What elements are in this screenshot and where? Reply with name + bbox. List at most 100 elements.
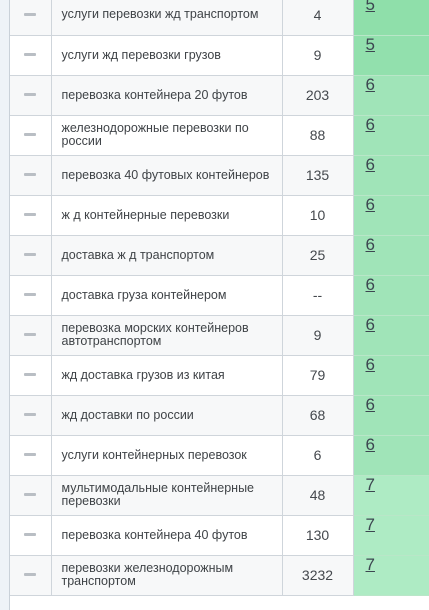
score-cell: 6 (353, 395, 429, 436)
keyword-phrase: услуги контейнерных перевозок (51, 435, 283, 476)
score-cell: 6 (353, 115, 429, 156)
minus-icon[interactable] (24, 253, 37, 257)
table-row: доставка груза контейнером -- 6 (10, 275, 429, 316)
keyword-phrase: перевозка контейнера 40 футов (51, 515, 283, 556)
row-toggle-cell[interactable] (10, 555, 52, 596)
table-row: доставка ж д транспортом 25 6 (10, 235, 429, 276)
score-cell: 6 (353, 155, 429, 196)
frequency-count: 68 (282, 395, 354, 436)
table-row: железнодорожные перевозки по россии 88 6 (10, 115, 429, 156)
minus-icon[interactable] (24, 173, 37, 177)
minus-icon[interactable] (24, 373, 37, 377)
table-row: услуги перевозки жд транспортом 4 5 (10, 0, 429, 36)
row-toggle-cell[interactable] (10, 515, 52, 556)
score-link[interactable]: 6 (365, 395, 375, 414)
minus-icon[interactable] (24, 13, 37, 17)
score-link[interactable]: 6 (365, 235, 375, 254)
table-row: жд доставка грузов из китая 79 6 (10, 355, 429, 396)
keyword-phrase: доставка груза контейнером (51, 275, 283, 316)
frequency-count: 10 (282, 195, 354, 236)
score-link[interactable]: 6 (365, 75, 375, 94)
score-cell: 6 (353, 435, 429, 476)
row-toggle-cell[interactable] (10, 355, 52, 396)
row-toggle-cell[interactable] (10, 155, 52, 196)
row-toggle-cell[interactable] (10, 235, 52, 276)
keyword-phrase: железнодорожные перевозки по россии (51, 115, 283, 156)
score-link[interactable]: 5 (365, 0, 375, 14)
score-cell: 7 (353, 555, 429, 596)
score-cell: 6 (353, 315, 429, 356)
table-row: ж д контейнерные перевозки 10 6 (10, 195, 429, 236)
score-link[interactable]: 7 (365, 515, 375, 534)
minus-icon[interactable] (24, 533, 37, 537)
frequency-count: 25 (282, 235, 354, 276)
score-link[interactable]: 6 (365, 435, 375, 454)
table-row: услуги контейнерных перевозок 6 6 (10, 435, 429, 476)
score-cell: 7 (353, 475, 429, 516)
row-toggle-cell[interactable] (10, 315, 52, 356)
minus-icon[interactable] (24, 493, 37, 497)
table-row: мультимодальные контейнерные перевозки 48… (10, 475, 429, 516)
score-cell: 5 (353, 0, 429, 36)
frequency-count: 88 (282, 115, 354, 156)
score-cell: 5 (353, 35, 429, 76)
keyword-phrase: ж д контейнерные перевозки (51, 195, 283, 236)
score-link[interactable]: 6 (365, 275, 375, 294)
score-link[interactable]: 6 (365, 355, 375, 374)
keyword-table-body: услуги перевозки жд транспортом 4 5 услуги … (10, 0, 429, 596)
row-toggle-cell[interactable] (10, 195, 52, 236)
row-toggle-cell[interactable] (10, 35, 52, 76)
frequency-count: 9 (282, 315, 354, 356)
table-row: услуги жд перевозки грузов 9 5 (10, 35, 429, 76)
minus-icon[interactable] (24, 53, 37, 57)
minus-icon[interactable] (24, 213, 37, 217)
frequency-count: 79 (282, 355, 354, 396)
frequency-count: 203 (282, 75, 354, 116)
keyword-phrase: жд доставки по россии (51, 395, 283, 436)
minus-icon[interactable] (24, 573, 37, 577)
score-link[interactable]: 6 (365, 155, 375, 174)
table-row: перевозка морских контейнеров автотрансп… (10, 315, 429, 356)
row-toggle-cell[interactable] (10, 475, 52, 516)
frequency-count: 135 (282, 155, 354, 196)
score-cell: 6 (353, 195, 429, 236)
row-toggle-cell[interactable] (10, 115, 52, 156)
minus-icon[interactable] (24, 453, 37, 457)
keyword-phrase: доставка ж д транспортом (51, 235, 283, 276)
keyword-phrase: услуги жд перевозки грузов (51, 35, 283, 76)
row-toggle-cell[interactable] (10, 75, 52, 116)
minus-icon[interactable] (24, 93, 37, 97)
score-link[interactable]: 6 (365, 115, 375, 134)
score-cell: 6 (353, 75, 429, 116)
score-cell: 6 (353, 355, 429, 396)
row-toggle-cell[interactable] (10, 435, 52, 476)
score-link[interactable]: 5 (365, 35, 375, 54)
score-cell: 6 (353, 235, 429, 276)
keyword-phrase: мультимодальные контейнерные перевозки (51, 475, 283, 516)
frequency-count: 4 (282, 0, 354, 36)
table-row: перевозка 40 футовых контейнеров 135 6 (10, 155, 429, 196)
score-link[interactable]: 7 (365, 555, 375, 574)
score-link[interactable]: 7 (365, 475, 375, 494)
row-toggle-cell[interactable] (10, 395, 52, 436)
minus-icon[interactable] (24, 413, 37, 417)
table-row: перевозка контейнера 40 футов 130 7 (10, 515, 429, 556)
row-toggle-cell[interactable] (10, 275, 52, 316)
left-panel-edge (0, 0, 10, 610)
table-row: перевозки железнодорожным транспортом 323… (10, 555, 429, 596)
minus-icon[interactable] (24, 333, 37, 337)
score-cell: 7 (353, 515, 429, 556)
minus-icon[interactable] (24, 293, 37, 297)
frequency-count: 9 (282, 35, 354, 76)
minus-icon[interactable] (24, 133, 37, 137)
score-cell: 6 (353, 275, 429, 316)
row-toggle-cell[interactable] (10, 0, 52, 36)
score-link[interactable]: 6 (365, 195, 375, 214)
keyword-phrase: услуги перевозки жд транспортом (51, 0, 283, 36)
frequency-count: 3232 (282, 555, 354, 596)
frequency-count: 6 (282, 435, 354, 476)
frequency-count: 48 (282, 475, 354, 516)
score-link[interactable]: 6 (365, 315, 375, 334)
table-row: жд доставки по россии 68 6 (10, 395, 429, 436)
